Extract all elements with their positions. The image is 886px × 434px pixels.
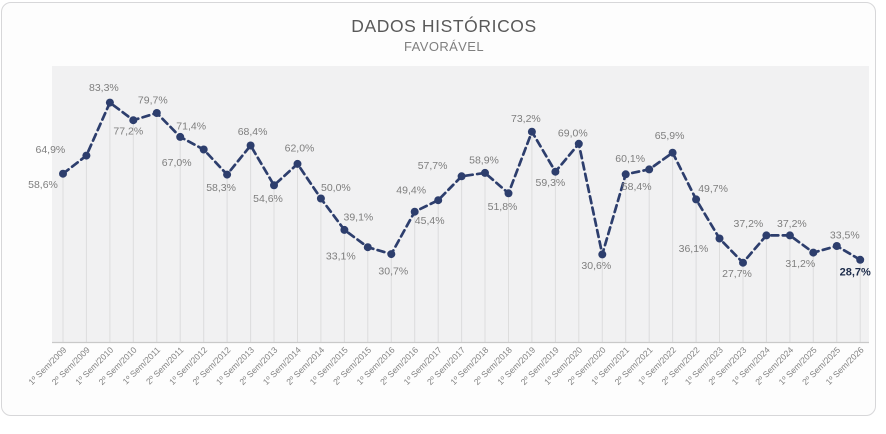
data-point — [692, 195, 701, 204]
value-label: 31,2% — [785, 258, 815, 270]
data-point — [434, 196, 443, 205]
value-label: 59,3% — [536, 177, 566, 189]
data-point — [199, 145, 208, 154]
data-point — [574, 139, 583, 148]
value-label: 33,5% — [830, 230, 860, 242]
chart-title: DADOS HISTÓRICOS — [351, 15, 537, 36]
data-point — [176, 132, 185, 141]
value-label: 50,0% — [321, 182, 351, 194]
data-point — [387, 250, 396, 259]
value-label: 79,7% — [138, 95, 168, 107]
data-point — [762, 231, 771, 240]
value-label: 77,2% — [113, 126, 143, 138]
data-point — [59, 169, 67, 178]
data-point — [621, 170, 630, 179]
value-labels: 58,6% 64,9% 83,3% 77,2% 79,7% 71,4% 67,0% 58,3%… — [28, 82, 871, 280]
data-point-markers — [59, 98, 865, 267]
value-label: 37,2% — [734, 218, 764, 230]
data-point — [457, 172, 466, 181]
value-label: 68,4% — [238, 126, 268, 138]
value-label: 28,7% — [840, 266, 871, 278]
value-label: 45,4% — [415, 215, 445, 227]
data-point — [504, 189, 513, 198]
value-label: 65,9% — [655, 130, 685, 142]
data-point — [739, 258, 747, 267]
chart-subtitle: FAVORÁVEL — [404, 39, 484, 54]
data-point — [223, 170, 232, 179]
value-label: 39,1% — [344, 211, 374, 223]
value-label: 67,0% — [162, 157, 192, 169]
value-label: 30,6% — [581, 260, 611, 272]
value-label: 69,0% — [558, 127, 588, 139]
value-label: 27,7% — [722, 268, 752, 280]
drop-lines — [62, 102, 861, 343]
value-label: 33,1% — [326, 251, 356, 263]
value-label: 57,7% — [418, 160, 448, 172]
data-point — [363, 243, 372, 252]
data-point — [340, 225, 349, 234]
value-label: 73,2% — [511, 113, 541, 125]
value-label: 60,1% — [615, 153, 645, 165]
plot-area — [52, 66, 869, 343]
value-label: 30,7% — [378, 266, 408, 278]
data-point — [129, 116, 138, 125]
data-point — [785, 231, 794, 240]
value-label: 37,2% — [777, 218, 807, 230]
data-point — [270, 181, 278, 190]
value-label: 36,1% — [679, 243, 709, 255]
data-point — [82, 151, 91, 160]
value-label: 83,3% — [89, 82, 119, 94]
data-point — [832, 242, 841, 250]
data-point — [856, 255, 865, 264]
data-point — [293, 159, 302, 168]
data-point — [152, 109, 161, 117]
value-label: 64,9% — [36, 144, 66, 156]
data-point — [410, 207, 419, 216]
value-label: 58,9% — [469, 154, 499, 166]
data-point — [645, 165, 654, 174]
value-label: 58,6% — [28, 179, 58, 191]
value-label: 49,7% — [698, 183, 728, 195]
value-label: 54,6% — [253, 193, 283, 205]
data-point — [598, 250, 607, 259]
data-point — [551, 167, 560, 176]
value-label: 49,4% — [396, 185, 426, 197]
data-point — [715, 234, 724, 243]
data-point — [809, 248, 818, 257]
data-point — [527, 127, 536, 136]
data-point — [316, 194, 325, 203]
value-label: 58,3% — [206, 182, 236, 194]
value-label: 62,0% — [285, 142, 315, 154]
data-point — [246, 141, 255, 150]
value-label: 51,8% — [488, 201, 518, 213]
value-label: 71,4% — [176, 120, 206, 132]
data-point — [481, 168, 489, 177]
value-label: 58,4% — [622, 181, 652, 193]
data-point — [105, 98, 114, 107]
data-point — [668, 148, 677, 157]
